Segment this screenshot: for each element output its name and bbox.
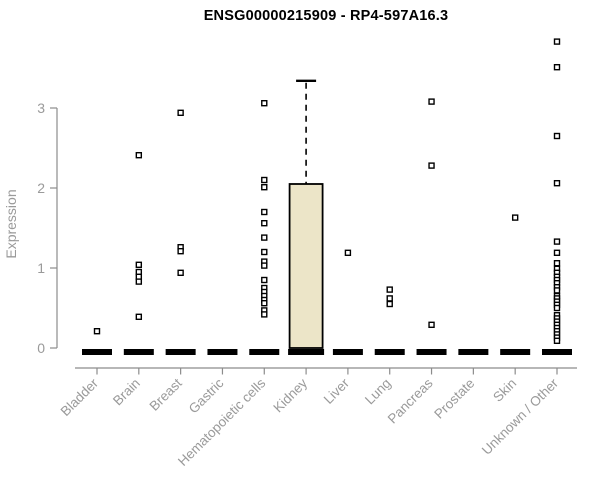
outlier-point	[135, 261, 143, 268]
outlier-point	[261, 300, 268, 307]
outlier-point	[93, 328, 101, 335]
outlier-point	[344, 249, 352, 257]
outlier-point	[261, 208, 268, 216]
x-tick-label: Pancreas	[385, 375, 436, 426]
outlier-point	[386, 300, 393, 308]
x-tick-label: Kidney	[270, 375, 310, 415]
outlier-point	[553, 337, 561, 344]
outlier-point	[177, 269, 184, 276]
outlier-point	[428, 162, 435, 169]
outlier-point	[553, 38, 561, 45]
outlier-point	[177, 247, 184, 255]
y-axis-label: Expression	[3, 189, 19, 259]
outlier-point	[261, 176, 268, 184]
outlier-point	[553, 304, 561, 312]
outlier-point	[553, 63, 561, 71]
median-line	[165, 349, 196, 355]
outlier-point	[511, 214, 519, 221]
outlier-point	[177, 109, 184, 117]
outlier-point	[135, 278, 143, 285]
outlier-point	[553, 238, 561, 245]
outlier-point	[261, 276, 268, 284]
outlier-point	[261, 234, 268, 241]
median-line	[82, 349, 112, 355]
outlier-point	[553, 132, 561, 140]
outlier-point	[135, 151, 143, 159]
x-tick-label: Unknown / Other	[479, 375, 562, 458]
x-tick-label: Brain	[110, 376, 143, 409]
outlier-point	[386, 286, 393, 293]
outlier-point	[261, 99, 268, 107]
outlier-point	[261, 183, 268, 191]
y-tick-label: 3	[37, 100, 45, 116]
outlier-point	[553, 260, 561, 267]
outlier-point	[553, 179, 561, 187]
x-tick-label: Gastric	[186, 375, 227, 416]
median-line	[500, 349, 531, 355]
median-line	[416, 349, 447, 355]
median-line	[123, 349, 154, 355]
outlier-point	[135, 313, 143, 320]
outlier-point	[261, 262, 268, 269]
y-tick-label: 0	[37, 340, 45, 356]
median-line	[332, 349, 363, 355]
outlier-point	[553, 249, 561, 257]
outlier-point	[386, 295, 393, 302]
outlier-point	[553, 287, 561, 294]
box	[288, 183, 324, 349]
x-tick-label: Liver	[321, 375, 353, 407]
median-line	[374, 349, 405, 355]
chart-title: ENSG00000215909 - RP4-597A16.3	[203, 8, 449, 24]
outlier-point	[261, 248, 268, 256]
x-tick-label: Lung	[362, 376, 394, 408]
outlier-point	[261, 311, 268, 318]
x-tick-label: Skin	[490, 376, 519, 405]
y-tick-label: 1	[37, 260, 45, 276]
outlier-point	[261, 219, 268, 227]
median-line	[249, 349, 280, 355]
median-line	[541, 349, 572, 355]
outlier-point	[428, 98, 435, 105]
y-tick-label: 2	[37, 180, 45, 196]
median-line	[458, 349, 489, 355]
median-line	[288, 349, 325, 355]
x-tick-label: Bladder	[58, 375, 102, 419]
x-tick-label: Breast	[147, 375, 185, 413]
x-tick-label: Prostate	[431, 376, 477, 422]
outlier-point	[428, 321, 435, 328]
median-line	[207, 349, 238, 355]
